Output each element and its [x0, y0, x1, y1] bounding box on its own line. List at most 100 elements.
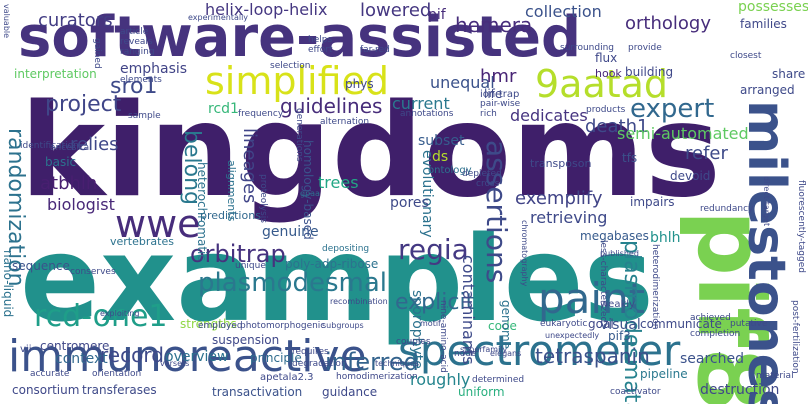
word-products: products [586, 105, 626, 115]
word-inferred: inferred [325, 348, 419, 376]
word-pair-wise: pair-wise [480, 99, 521, 109]
word-contaminants: contaminants [459, 255, 478, 365]
word-published: published [600, 249, 639, 258]
word-gained: gained [92, 38, 102, 69]
word-provide: provide [628, 43, 662, 53]
word-hook: hook [595, 67, 622, 80]
word-node: node [454, 349, 477, 359]
word-pif8: pif8 [677, 210, 784, 404]
word-cross: cross [476, 179, 500, 189]
word-overview: overview [165, 349, 229, 365]
word-exemplify: exemplify [515, 188, 603, 209]
word-searched: searched [680, 351, 745, 367]
word-vertebrates: vertebrates [110, 235, 174, 248]
word-techniques: techniques [375, 359, 420, 368]
word-orbitrap: orbitrap [190, 240, 286, 268]
word-rcd-one1: rcd-one1 [34, 299, 168, 334]
word-orientation: orientation [92, 369, 142, 379]
word-weakly: weakly [600, 299, 635, 310]
word-valuable: valuable [2, 4, 11, 39]
word-putative: putative [730, 319, 768, 329]
word-redundancy: redundancy [700, 204, 754, 214]
word-trees: trees [318, 173, 359, 192]
word-pif3: pif3 [608, 329, 631, 343]
word-ion-trap: ion-trap [480, 89, 520, 100]
word-photomorphogenic: photomorphogenic [240, 321, 326, 331]
word-article: article [120, 27, 149, 37]
word-milestones: milestones [736, 100, 796, 404]
word-eukaryotic: eukaryotic [540, 319, 588, 329]
word-experimentally: experimentally [188, 13, 249, 22]
word-tetraspanin: tetraspanin [535, 344, 650, 368]
word-basic: basic [45, 155, 77, 169]
word-transposon: transposon [530, 157, 592, 170]
word-generations: generations [294, 108, 304, 162]
word-strengths: strengths [180, 317, 237, 331]
word-orthology: orthology [625, 13, 711, 34]
word-fluorescently-tagged: fluorescently-tagged [796, 180, 806, 273]
word-regia: regia [398, 233, 469, 266]
word-genuine: genuine [262, 224, 319, 240]
word-collection: collection [525, 2, 602, 21]
word-centromere: centromere [40, 339, 110, 353]
word-sample: sample [128, 111, 161, 121]
word-suspension: suspension [212, 333, 280, 347]
word-chromatography: chromatography [520, 220, 529, 287]
word-vii: vii [20, 344, 32, 355]
word-software-assisted: software-assisted [18, 5, 582, 70]
word-families: families [740, 17, 787, 31]
word-direct-target: direct-target [762, 176, 771, 227]
word-sequence: sequence [12, 259, 70, 273]
word-surrounding: surrounding [560, 43, 614, 53]
word-depleted: depleted [462, 169, 502, 179]
word-motif: motif [420, 319, 441, 328]
word-lineages: lineages [239, 128, 260, 204]
word-principle: principle [250, 351, 302, 365]
word-spectrometer: spectrometer [398, 326, 681, 375]
word-interpretation: interpretation [14, 67, 97, 81]
word-reveals: reveals [120, 37, 153, 47]
word-death1: death1 [585, 116, 649, 137]
word-less-characterized: less-characterized [598, 240, 608, 323]
word-uniform: uniform [458, 385, 505, 399]
word-degradation: degradation [292, 359, 347, 369]
word-ranging: ranging [120, 47, 155, 57]
word-tfs: tfs [622, 151, 638, 165]
word-subset: subset [418, 133, 465, 149]
word-examples: examples [20, 210, 654, 348]
word-code: code [488, 319, 517, 333]
word-gpaa: gpaa [300, 189, 320, 198]
word-relies: relies [70, 134, 119, 155]
word-depositing: depositing [322, 244, 370, 254]
word-helps: helps [308, 35, 333, 45]
word-share: share [772, 67, 806, 81]
word-plasmodesmal: plasmodesmal [198, 268, 387, 298]
word-varsets: varsets [160, 359, 190, 368]
word-pipeline: pipeline [640, 367, 688, 381]
word-closest: closest [730, 51, 762, 61]
word-biologist: biologist [47, 195, 115, 214]
word-hmr: hmr [480, 66, 517, 87]
word-selection: selection [270, 61, 311, 71]
word-emphasis: emphasis [120, 61, 188, 77]
word-alignments: alignments [225, 160, 238, 222]
word-requires: requires [292, 347, 329, 357]
word-9aatad: 9aatad [535, 62, 669, 106]
word-belong: belong [179, 130, 204, 205]
word-impairs: impairs [630, 195, 675, 209]
word-evolutionary: evolutionary [419, 150, 435, 238]
word-identification: identification [20, 141, 79, 151]
word-guidelines: guidelines [280, 94, 383, 118]
word-randomization: randomization [3, 128, 28, 287]
word-roughly: roughly [410, 370, 471, 389]
word-life: life [484, 87, 503, 101]
word-material: material [756, 371, 794, 381]
word-unique: unique [235, 261, 266, 271]
word-guidance: guidance [322, 385, 378, 399]
word-possesses: possesses [738, 0, 808, 15]
word-proteolysis: proteolysis [258, 174, 268, 223]
word-poly-adp-ribose: poly-adp-ribose [285, 257, 379, 271]
word-couples: couples [396, 337, 431, 347]
word-curators: curators [38, 10, 113, 31]
